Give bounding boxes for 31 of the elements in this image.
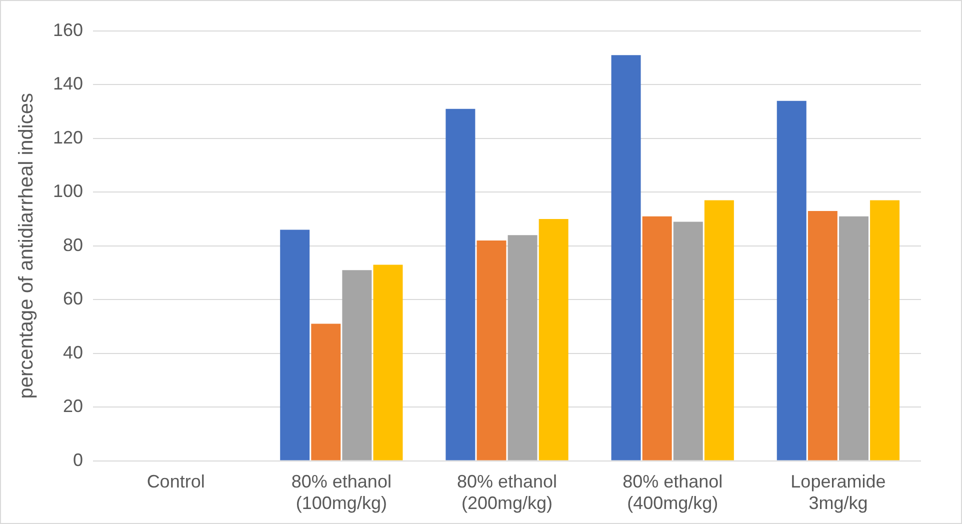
bar (342, 270, 372, 460)
bar (642, 216, 672, 460)
bar (508, 235, 538, 460)
x-tick-label: 80% ethanol (100mg/kg) (291, 472, 392, 514)
y-tick-label: 140 (52, 74, 84, 94)
y-axis-title: percentage of antidiarrheal indices (16, 93, 38, 399)
x-tick-label: 80% ethanol (200mg/kg) (456, 472, 558, 514)
y-tick-label: 0 (73, 450, 84, 470)
bar (311, 324, 341, 460)
y-tick-label: 160 (52, 20, 84, 40)
bar (838, 216, 868, 460)
bar (870, 200, 900, 460)
y-tick-label: 40 (63, 342, 84, 362)
bar (446, 108, 476, 460)
x-tick-label: Loperamide 3mg/kg (790, 472, 886, 514)
bar (808, 210, 838, 460)
bar (776, 100, 806, 460)
bar (280, 230, 310, 460)
y-tick-label: 60 (63, 288, 84, 309)
bar (373, 264, 403, 460)
y-tick-label: 80 (63, 234, 84, 255)
bar (476, 240, 506, 460)
bar (673, 222, 703, 460)
y-tick-label: 20 (63, 396, 84, 416)
x-tick-label: Control (146, 472, 205, 492)
bar (611, 55, 641, 460)
bar (538, 219, 568, 460)
y-tick-label: 100 (52, 181, 84, 202)
y-tick-label: 120 (52, 127, 84, 148)
bar (704, 200, 734, 460)
x-tick-label: 80% ethanol (400mg/kg) (622, 472, 723, 514)
